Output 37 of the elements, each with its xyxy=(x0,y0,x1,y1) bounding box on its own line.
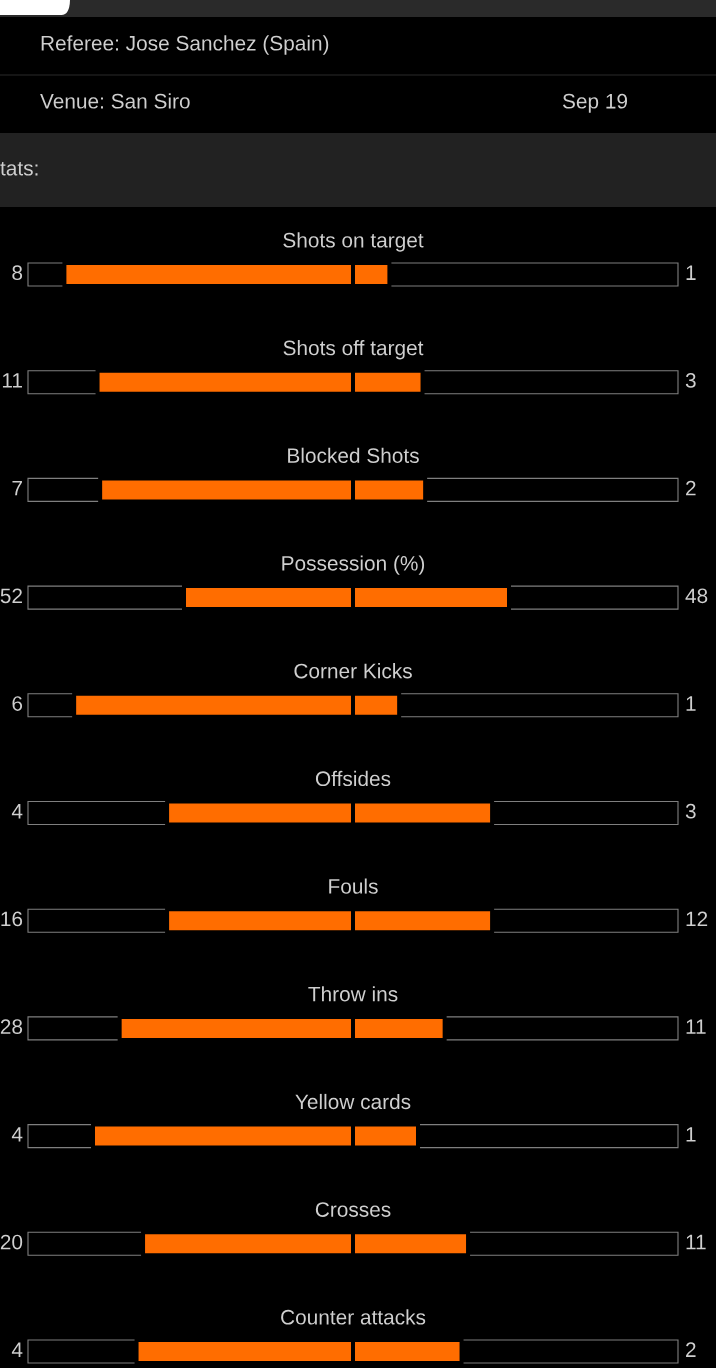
y-tick-label: Shots off target xyxy=(283,339,424,360)
text: 4 xyxy=(11,1127,23,1142)
text: Referee: Jose Sanchez (Spain) xyxy=(41,35,329,55)
text: 6 xyxy=(12,696,23,711)
text: Venue: San Siro xyxy=(40,93,190,109)
text: 11 xyxy=(686,1019,706,1034)
y-tick-label: Offsides xyxy=(315,770,391,787)
y-tick-label: Blocked Shots xyxy=(288,447,419,463)
y-tick-label: Fouls xyxy=(329,878,378,894)
text: 3 xyxy=(685,373,696,388)
text: 11 xyxy=(2,373,22,388)
y-tick-label: Corner Kicks xyxy=(294,663,412,679)
text: 28 xyxy=(0,1019,23,1034)
text: 1 xyxy=(686,696,696,711)
text: 2 xyxy=(686,1342,696,1357)
text: 11 xyxy=(686,1234,706,1250)
y-tick-label: Crosses xyxy=(315,1202,391,1217)
y-tick-label: Throw ins xyxy=(308,986,398,1002)
text: 1 xyxy=(686,265,696,280)
text: 12 xyxy=(686,911,708,927)
text: 2 xyxy=(686,480,696,496)
text: 7 xyxy=(12,480,22,496)
y-tick-label: Yellow cards xyxy=(295,1093,411,1110)
text: Sep 19 xyxy=(562,93,628,113)
text: tats: xyxy=(0,161,38,176)
y-tick-label: Shots on target xyxy=(283,232,424,252)
text: 1 xyxy=(686,1127,696,1142)
text: 52 xyxy=(0,588,22,604)
text: 16 xyxy=(1,911,23,927)
text: 4 xyxy=(11,1342,23,1357)
text: 3 xyxy=(685,803,696,819)
y-tick-label: Counter attacks xyxy=(281,1309,426,1325)
text: 8 xyxy=(12,265,23,281)
y-tick-label: Possession (%) xyxy=(282,555,425,575)
text: 20 xyxy=(0,1234,23,1250)
text: 48 xyxy=(685,588,708,604)
text: 4 xyxy=(11,804,23,819)
